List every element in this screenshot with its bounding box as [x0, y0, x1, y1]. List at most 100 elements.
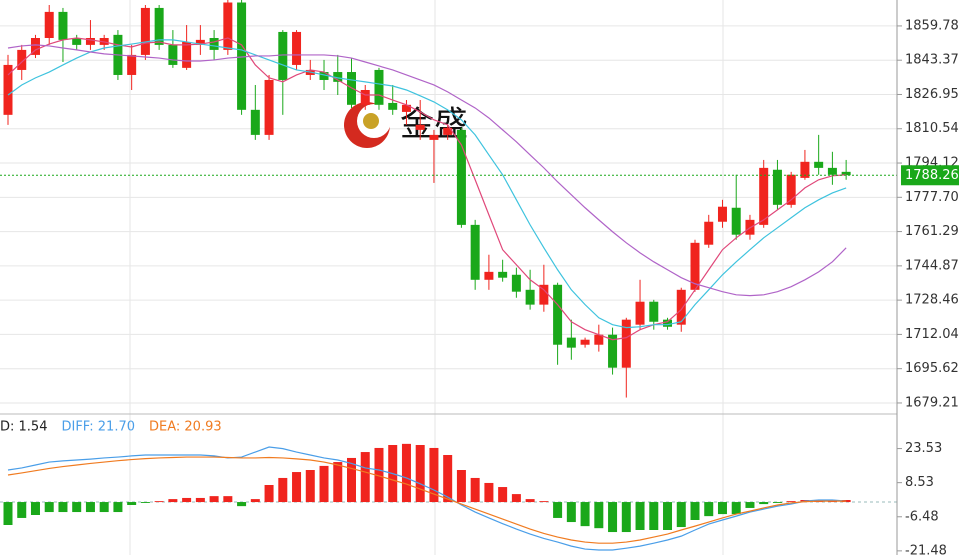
- main-plot: [0, 0, 897, 398]
- macd-bar: [731, 502, 741, 515]
- candle-body: [415, 124, 425, 130]
- macd-bar: [44, 502, 54, 513]
- macd-line: [7, 456, 847, 544]
- macd-bar: [127, 502, 137, 505]
- macd-bar: [717, 502, 727, 515]
- macd-bar: [113, 502, 123, 513]
- macd-bar: [360, 452, 370, 503]
- macd-bar: [690, 502, 700, 520]
- macd-bar: [676, 502, 686, 528]
- macd-bar: [580, 502, 590, 527]
- candle-body: [608, 334, 618, 368]
- candle-body: [443, 127, 453, 135]
- macd-bar: [415, 445, 425, 503]
- candle-body: [333, 72, 343, 82]
- macd-bar: [58, 502, 68, 513]
- candle-body: [525, 289, 535, 305]
- candle-body: [553, 284, 563, 345]
- y-tick-label: -6.48: [905, 509, 939, 524]
- macd-bar: [347, 457, 356, 503]
- candle-body: [717, 206, 727, 222]
- candle-body: [498, 271, 508, 278]
- y-tick-label: 23.53: [905, 441, 942, 456]
- candle-body: [44, 11, 54, 39]
- macd-bar: [182, 497, 192, 503]
- macd-bar: [250, 499, 260, 503]
- candle-body: [250, 109, 260, 135]
- macd-bar: [443, 455, 453, 503]
- macd-bar: [3, 502, 13, 525]
- y-tick-label: 1777.70: [905, 190, 959, 205]
- y-tick-label: 1843.37: [905, 53, 959, 68]
- candle-body: [759, 167, 769, 225]
- candle-body: [635, 301, 645, 325]
- y-tick-label: 1826.95: [905, 87, 959, 102]
- candle-body: [401, 104, 411, 112]
- y-tick-label: -21.48: [905, 543, 947, 555]
- legend-entry: DIFF: 21.70: [61, 420, 135, 435]
- macd-bar: [484, 482, 494, 503]
- last-price-box: [901, 165, 959, 186]
- macd-bar: [85, 502, 95, 513]
- candle-body: [3, 64, 13, 115]
- macd-bar: [498, 487, 508, 503]
- macd-bar: [621, 502, 631, 533]
- candle-body: [388, 102, 398, 110]
- candle-body: [360, 89, 370, 105]
- candle-body: [17, 49, 27, 70]
- macd-line: [7, 446, 847, 551]
- macd-bar: [319, 465, 329, 503]
- candle-body: [456, 129, 466, 225]
- macd-bar: [30, 502, 40, 515]
- candle-body: [690, 242, 700, 290]
- candle-body: [511, 274, 521, 292]
- candle-body: [786, 174, 796, 205]
- macd-bar: [608, 502, 618, 533]
- y-axis: 1859.781843.371826.951810.541794.121777.…: [897, 18, 959, 555]
- legend-entry: DEA: 20.93: [149, 420, 222, 435]
- macd-plot: [0, 443, 897, 551]
- candle-body: [154, 7, 164, 45]
- macd-bar: [140, 502, 150, 503]
- macd-bar: [333, 462, 343, 503]
- candle-body: [58, 11, 68, 40]
- y-tick-label: 8.53: [905, 475, 934, 490]
- macd-bar: [786, 501, 796, 503]
- candle-body: [278, 31, 288, 80]
- candle-body: [621, 319, 631, 368]
- candle-body: [772, 169, 782, 205]
- candle-body: [182, 41, 192, 68]
- candle-body: [800, 161, 810, 178]
- macd-bar: [525, 499, 535, 503]
- candle-body: [374, 69, 384, 105]
- candle-body: [663, 319, 673, 327]
- macd-bar: [195, 497, 205, 503]
- moving-average-line: [7, 37, 847, 341]
- logo-ball: [363, 113, 379, 129]
- candle-body: [566, 337, 576, 348]
- macd-bar: [72, 502, 82, 513]
- moving-average-line: [7, 39, 847, 329]
- moving-average-line: [7, 44, 847, 297]
- candle-body: [676, 289, 686, 325]
- macd-bar: [305, 470, 315, 503]
- macd-bar: [209, 496, 219, 503]
- macd-bar: [539, 501, 549, 503]
- y-tick-label: 1761.29: [905, 224, 959, 239]
- macd-bar: [663, 502, 673, 530]
- macd-bar: [470, 477, 480, 503]
- macd-bar: [566, 502, 576, 523]
- y-tick-label: 1679.21: [905, 395, 959, 410]
- macd-bar: [704, 502, 714, 517]
- macd-bar: [745, 502, 755, 508]
- candle-body: [539, 284, 549, 305]
- macd-bar: [772, 502, 782, 503]
- candle-body: [127, 54, 137, 75]
- macd-bar: [99, 502, 109, 513]
- macd-bar: [374, 447, 384, 503]
- macd-bar: [553, 502, 563, 518]
- candle-body: [85, 38, 95, 45]
- macd-bar: [429, 447, 439, 503]
- candle-body: [264, 79, 274, 135]
- macd-bar: [759, 502, 769, 505]
